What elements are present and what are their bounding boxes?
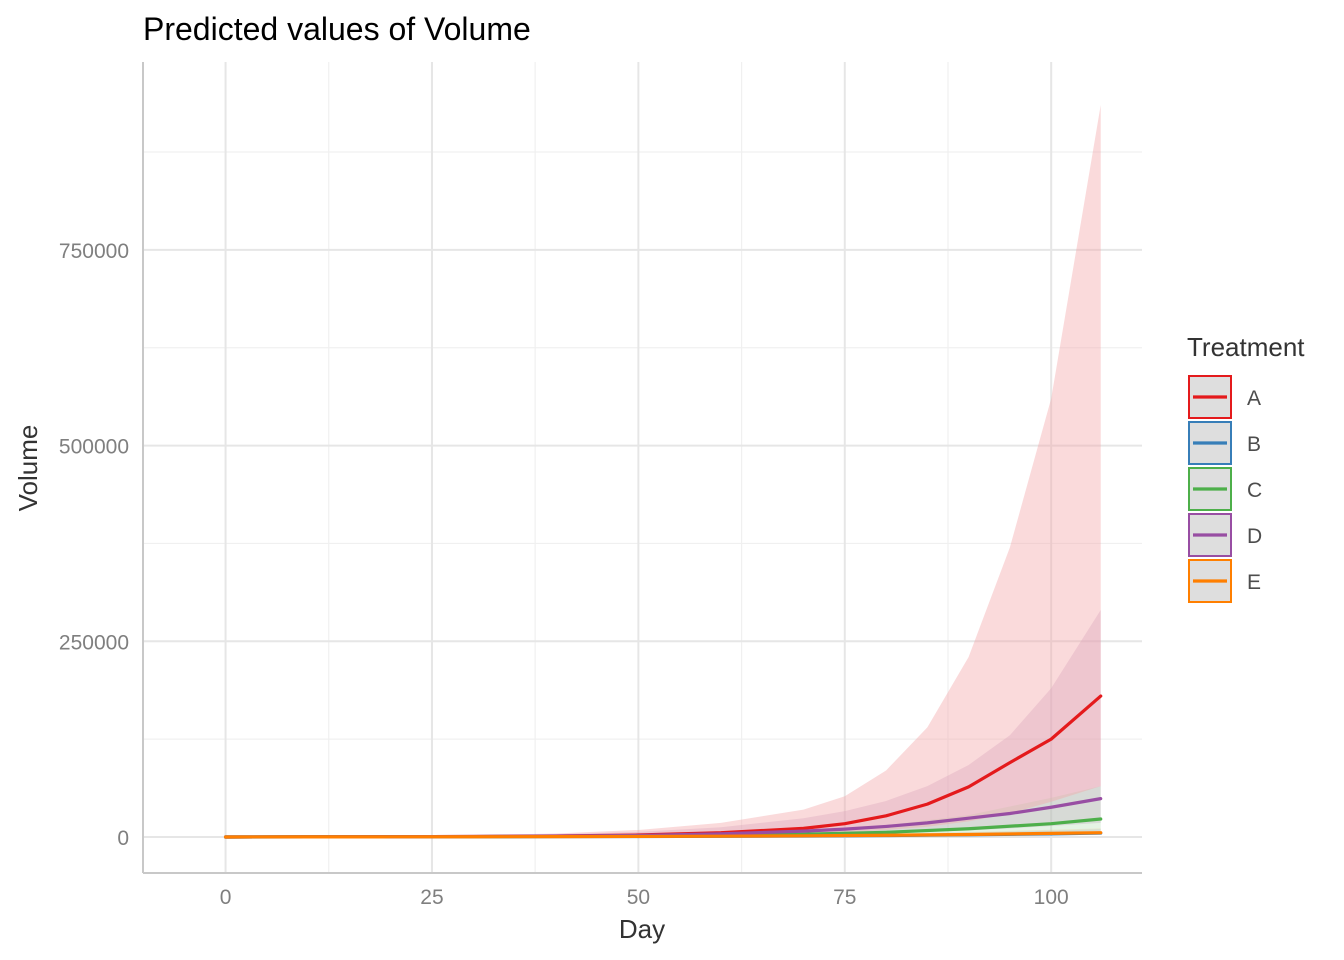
y-tick-label: 500000: [59, 436, 129, 459]
series-lines: [223, 694, 1103, 839]
axes: [142, 62, 1142, 874]
legend-label-D: D: [1247, 525, 1262, 548]
x-tick-label: 75: [833, 886, 856, 909]
line-E: [223, 831, 1103, 839]
tick-labels: 0 25 50 75 100 0 250000 500000 750000: [59, 240, 1069, 909]
x-tick-label: 100: [1034, 886, 1069, 909]
legend-item-C: C: [1188, 467, 1262, 511]
band-A: [225, 105, 1101, 837]
legend-item-A: A: [1188, 375, 1261, 419]
y-tick-label: 250000: [59, 631, 129, 654]
legend-title: Treatment: [1187, 332, 1305, 362]
legend-item-B: B: [1188, 421, 1261, 465]
x-axis-title: Day: [619, 914, 665, 944]
chart-title: Predicted values of Volume: [143, 11, 531, 47]
legend-label-C: C: [1247, 479, 1262, 502]
legend-label-E: E: [1247, 571, 1261, 594]
y-tick-label: 750000: [59, 240, 129, 263]
legend-label-B: B: [1247, 433, 1261, 456]
x-tick-label: 25: [420, 886, 443, 909]
legend-item-E: E: [1188, 559, 1261, 603]
x-tick-label: 0: [220, 886, 232, 909]
legend-label-A: A: [1247, 387, 1261, 410]
x-tick-label: 50: [627, 886, 650, 909]
y-tick-label: 0: [117, 827, 129, 850]
y-axis-title: Volume: [13, 425, 43, 512]
band-C: [225, 786, 1101, 837]
legend-item-D: D: [1188, 513, 1262, 557]
